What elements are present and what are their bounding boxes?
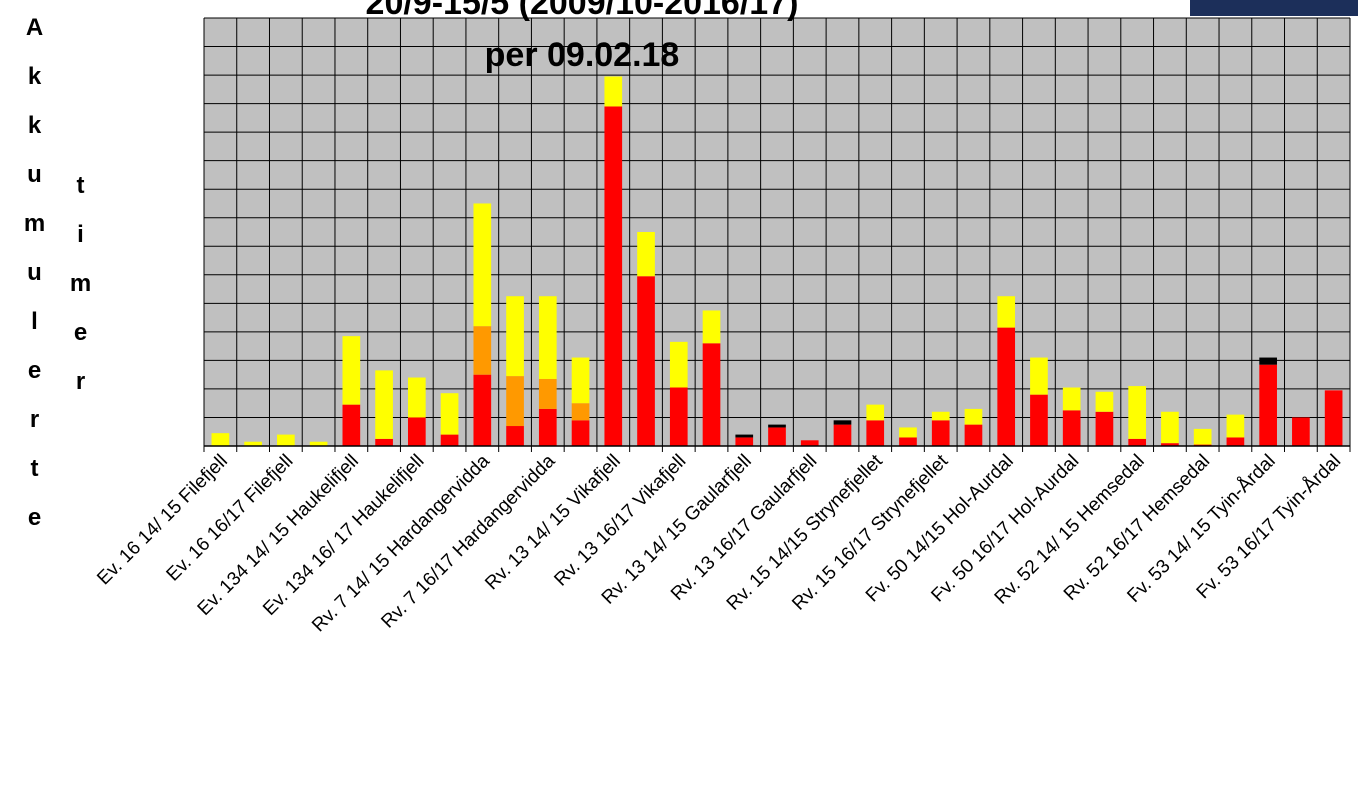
corner-image [1190, 0, 1358, 16]
bar-segment [407, 417, 426, 446]
bar-segment [1324, 390, 1343, 446]
bar-segment [1161, 411, 1179, 444]
bar-segment [342, 336, 361, 405]
bar-segment [440, 434, 459, 446]
bar-segment [997, 296, 1016, 328]
x-tick-label: Ev. 16 14/ 15 Filefjell [93, 451, 232, 590]
bar-segment [440, 393, 459, 435]
bar-segment [604, 106, 623, 446]
bar-segment [931, 411, 950, 421]
bar-segment [538, 296, 557, 379]
bar-segment [1062, 387, 1081, 411]
bar-segment [702, 343, 721, 446]
bar-segment [964, 424, 983, 446]
bar-segment [375, 438, 393, 446]
bar-segment [637, 232, 655, 277]
bar-segment [342, 404, 361, 446]
bar-segment [309, 441, 328, 446]
bar-segment [211, 433, 230, 446]
bar-segment [538, 408, 557, 446]
bar-segment [1193, 428, 1212, 445]
bar-segment [1128, 438, 1147, 446]
bar-segment [571, 403, 590, 421]
bar-segment [604, 76, 623, 107]
bar-segment [964, 408, 983, 425]
bar-segment [637, 276, 655, 446]
bar-segment [538, 378, 557, 409]
bar-segment [1095, 411, 1114, 446]
bar-segment [244, 441, 262, 446]
bar-segment [735, 437, 754, 446]
bar-segment [571, 357, 590, 404]
bar-segment [899, 437, 917, 446]
y-axis-label: Akkumulerte [21, 14, 48, 553]
chart-subtitle: per 09.02.18 [485, 36, 680, 74]
x-tick-label: Rv. 13 16/17 Vikafjell [550, 451, 690, 591]
chart-title: 20/9-15/5 (2009/10-2016/17) [366, 0, 799, 22]
bar-segment [571, 420, 590, 446]
bar-segment [473, 203, 492, 327]
bar-segment [866, 404, 885, 421]
bar-segment [931, 420, 950, 446]
bar-segment [473, 326, 492, 375]
bar-segment [407, 377, 426, 418]
bar-segment [1030, 357, 1048, 395]
bar-segment [768, 424, 786, 428]
bar-segment [866, 420, 885, 446]
bar-segment [833, 424, 852, 446]
bar-segment [375, 370, 393, 439]
bar-segment [1030, 394, 1048, 446]
bar-segment [833, 420, 852, 425]
plot-area [204, 18, 1350, 446]
bar-segment [997, 327, 1016, 446]
bar-segment [506, 376, 524, 427]
bar-segment [1292, 417, 1310, 446]
bar-segment [669, 387, 688, 446]
bar-segment [1259, 357, 1277, 365]
bar-segment [506, 426, 524, 446]
bar-segment [277, 434, 295, 446]
bar-segment [1062, 410, 1081, 446]
bar-segment [1095, 391, 1114, 412]
bar-segment [702, 310, 721, 344]
bar-segment [473, 374, 492, 446]
bar-segment [1226, 437, 1245, 446]
bar-segment [1259, 364, 1277, 446]
bar-segment [669, 341, 688, 388]
bar-segment [1226, 414, 1245, 438]
bar-segment [800, 440, 819, 446]
bar-segment [899, 427, 917, 438]
y-axis-label: timer [67, 172, 94, 417]
bar-segment [506, 296, 524, 377]
x-tick-label: Ev. 16 16/17 Filefjell [163, 451, 298, 586]
bar-segment [1128, 386, 1147, 439]
bar-segment [768, 427, 786, 446]
bar-segment [1161, 443, 1179, 446]
bar-segment [735, 434, 754, 438]
